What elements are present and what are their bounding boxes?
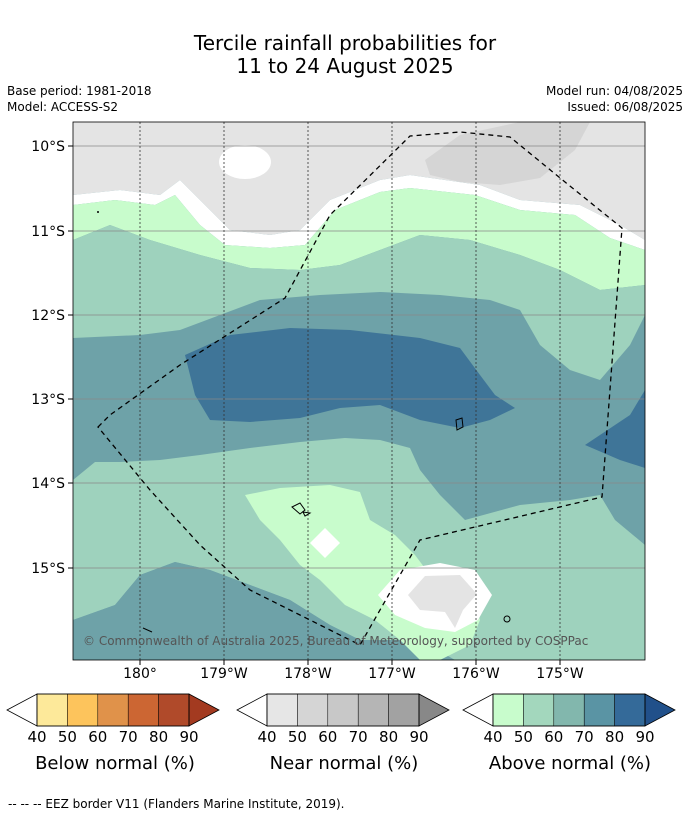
lon-label: 180° [123, 666, 157, 682]
colorbar-tick-label: 90 [409, 728, 429, 746]
model-run-date: Model run: 04/08/2025 [545, 84, 683, 98]
colorbar-swatch [583, 693, 615, 727]
lat-label: 11°S [31, 224, 65, 240]
colorbar-swatch [67, 693, 99, 727]
lat-label: 15°S [31, 561, 65, 577]
legend-title-below: Below normal (%) [35, 753, 195, 774]
colorbar-swatch [553, 693, 585, 727]
region-above-60-southwest [73, 562, 400, 660]
colorbar-swatch [357, 693, 389, 727]
colorbar-tick-label: 80 [605, 728, 625, 746]
colorbar-swatch [523, 693, 555, 727]
lat-tick-marks [68, 145, 73, 569]
model-name: Model: ACCESS-S2 [7, 100, 119, 114]
lon-label: 175°W [536, 666, 584, 682]
lon-label: 177°W [368, 666, 416, 682]
issued-date: Issued: 06/08/2025 [567, 100, 683, 114]
region-neutral-south [310, 528, 340, 558]
legend-title-above: Above normal (%) [488, 753, 652, 774]
colorbar-min-arrow [6, 693, 38, 727]
colorbar-min-arrow [236, 693, 268, 727]
island-southwest [142, 627, 153, 633]
colorbar-tick-label: 60 [318, 728, 338, 746]
region-near-40-south [408, 575, 477, 628]
copyright-notice: © Commonwealth of Australia 2025, Bureau… [83, 634, 588, 648]
lon-tick-marks [139, 660, 561, 665]
region-above-50-north [73, 225, 645, 380]
colorbar-swatch [492, 693, 524, 727]
island-southeast [503, 615, 511, 623]
colorbar-tick-label: 90 [635, 728, 655, 746]
lat-labels: 10°S 11°S 12°S 13°S 14°S 15°S [31, 139, 65, 577]
colorbar-tick-label: 40 [257, 728, 277, 746]
colorbar-swatch [614, 693, 646, 727]
lat-label: 10°S [31, 139, 65, 155]
lon-label: 179°W [200, 666, 248, 682]
latitude-gridlines [73, 145, 645, 569]
chart-title-line1: Tercile rainfall probabilities for [193, 31, 497, 55]
chart-title-line2: 11 to 24 August 2025 [236, 54, 454, 78]
region-neutral-spot [219, 145, 271, 179]
colorbar-tick-label: 70 [574, 728, 594, 746]
colorbar-swatch [327, 693, 359, 727]
colorbar-max-arrow [188, 693, 220, 727]
colorbar-tick-label: 80 [149, 728, 169, 746]
colorbar-max-arrow [418, 693, 450, 727]
base-period: Base period: 1981-2018 [7, 84, 152, 98]
colorbar-outline [492, 693, 646, 727]
region-above-70-east [585, 390, 645, 468]
colorbar-max-arrow [644, 693, 676, 727]
colorbars [6, 693, 676, 727]
colorbar-tick-label: 50 [513, 728, 533, 746]
legend-title-near: Near normal (%) [269, 753, 419, 774]
colorbar-tick-label: 60 [88, 728, 108, 746]
colorbar-tick-label: 70 [348, 728, 368, 746]
island-northwest [97, 211, 99, 213]
eez-border [97, 131, 623, 646]
colorbar-outline [36, 693, 190, 727]
lon-label: 178°W [284, 666, 332, 682]
colorbar-tick-label: 40 [27, 728, 47, 746]
island-south-b [302, 511, 312, 517]
colorbar-swatch [388, 693, 420, 727]
colorbar-tick-label: 50 [287, 728, 307, 746]
lon-label: 176°W [452, 666, 500, 682]
lat-label: 12°S [31, 308, 65, 324]
lat-label: 13°S [31, 392, 65, 408]
longitude-gridlines [139, 122, 561, 660]
island-east [455, 417, 464, 431]
colorbar-min-arrow [462, 693, 494, 727]
colorbar-tick-label: 80 [379, 728, 399, 746]
map-fill [73, 122, 645, 660]
lon-labels: 180° 179°W 178°W 177°W 176°W 175°W [123, 666, 584, 682]
colorbar-tick-label: 60 [544, 728, 564, 746]
colorbar-swatch [127, 693, 159, 727]
colorbar-tick-label: 90 [179, 728, 199, 746]
colorbar-swatch [266, 693, 298, 727]
colorbar-tick-label: 70 [118, 728, 138, 746]
region-above-70-central [185, 328, 515, 428]
colorbar-swatch [297, 693, 329, 727]
colorbar-outline [266, 693, 420, 727]
map-frame [72, 121, 646, 661]
region-above-40-north [73, 188, 645, 290]
colorbar-swatch [158, 693, 190, 727]
colorbar-tick-label: 40 [483, 728, 503, 746]
colorbar-swatch [36, 693, 68, 727]
island-south-a [291, 502, 306, 515]
lat-label: 14°S [31, 476, 65, 492]
colorbar-tick-label: 50 [57, 728, 77, 746]
eez-footnote: -- -- -- EEZ border V11 (Flanders Marine… [8, 797, 345, 811]
colorbar-swatch [97, 693, 129, 727]
